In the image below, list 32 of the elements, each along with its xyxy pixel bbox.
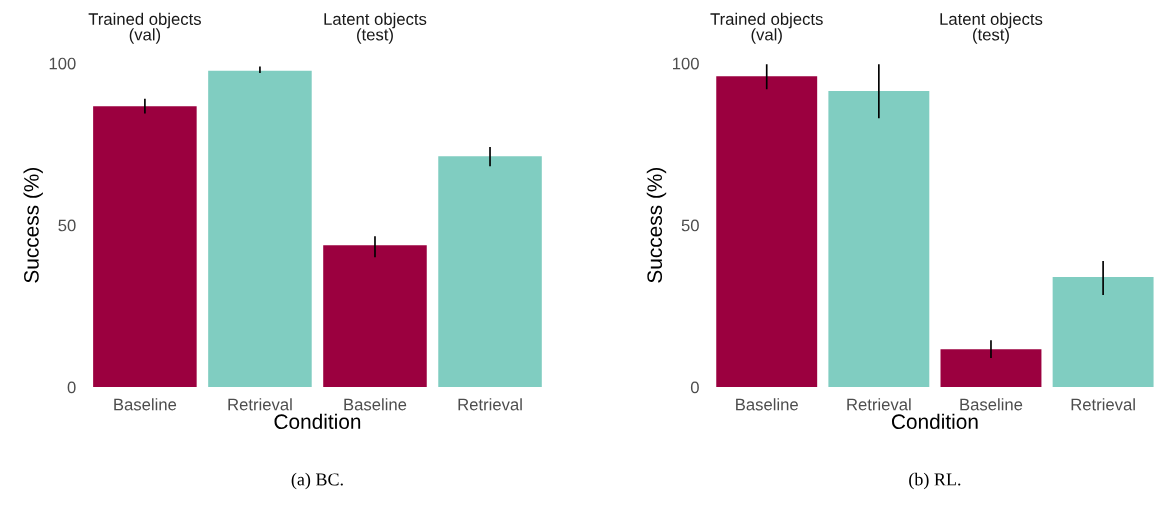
y-tick-label: 100 — [673, 57, 699, 70]
text: Latent objects (test) — [324, 12, 427, 44]
bar — [1052, 276, 1154, 388]
text: (a) BC. — [291, 472, 343, 490]
text: (b) RL. — [909, 472, 961, 490]
y-axis-title: Success (%) — [646, 168, 667, 283]
text: Trained objects (val) — [88, 12, 201, 44]
bar — [208, 70, 312, 388]
x-tick-label: Retrieval — [228, 398, 292, 411]
x-tick-label: Baseline — [344, 398, 407, 411]
bar — [828, 91, 930, 388]
x-tick-label: Baseline — [736, 398, 798, 411]
x-tick-label: Retrieval — [847, 398, 911, 411]
y-axis-title: Success (%) — [23, 168, 43, 283]
bar — [438, 156, 542, 388]
x-tick-label: Baseline — [114, 398, 177, 411]
y-tick-label: 50 — [681, 219, 699, 232]
y-tick-label: 0 — [690, 381, 699, 394]
x-axis-title: Condition — [274, 413, 361, 430]
y-tick-label: 100 — [49, 57, 76, 70]
x-axis-title: Condition — [891, 413, 978, 430]
bar — [93, 106, 197, 388]
x-tick-label: Baseline — [960, 398, 1023, 411]
y-tick-label: 50 — [58, 219, 76, 232]
bar — [716, 76, 818, 388]
bar — [323, 245, 427, 388]
bar — [940, 349, 1042, 388]
x-tick-label: Retrieval — [458, 398, 522, 411]
text: Trained objects (val) — [710, 12, 823, 44]
y-tick-label: 0 — [67, 381, 76, 394]
x-tick-label: Retrieval — [1071, 398, 1135, 411]
text: Latent objects (test) — [940, 12, 1043, 44]
